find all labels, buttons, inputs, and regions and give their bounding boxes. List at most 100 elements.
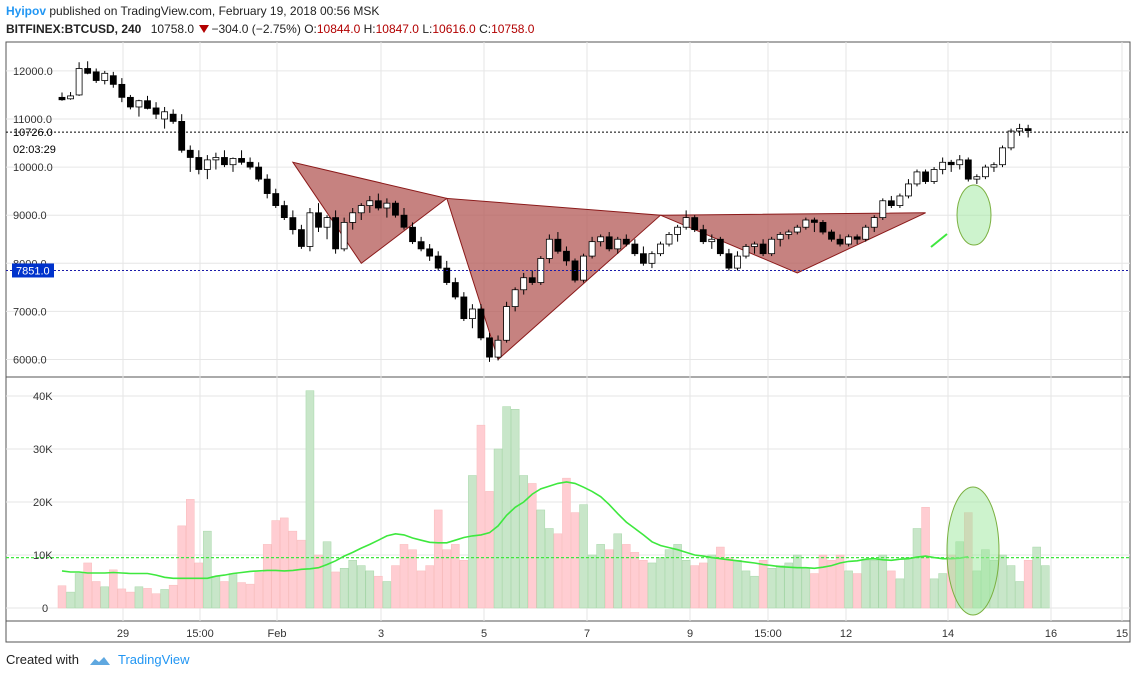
- volume-bar: [852, 573, 862, 609]
- volume-bar: [228, 573, 238, 609]
- candle: [725, 248, 733, 271]
- candle-body: [477, 308, 485, 339]
- candle-body: [109, 75, 117, 85]
- candle: [263, 174, 271, 199]
- candle-body: [853, 236, 861, 240]
- volume-bar: [476, 424, 486, 609]
- candle: [374, 193, 382, 211]
- candle-body: [657, 243, 664, 255]
- candle-body: [289, 217, 297, 231]
- volume-bar: [536, 509, 546, 609]
- volume-bar: [784, 562, 793, 609]
- volume-bar: [690, 565, 699, 609]
- marked-price-label: 7851.0: [16, 265, 50, 277]
- candle: [930, 167, 938, 184]
- candle-body: [802, 219, 810, 228]
- candle-body: [272, 193, 280, 206]
- tradingview-link[interactable]: TradingView: [118, 652, 190, 667]
- candle: [939, 157, 947, 175]
- candle: [999, 145, 1006, 168]
- candle: [332, 210, 340, 254]
- time-axis-tick-label: 7: [584, 628, 590, 640]
- candle: [862, 224, 870, 242]
- candle-body: [956, 159, 964, 166]
- candle: [973, 174, 981, 184]
- volume-bar: [801, 568, 811, 609]
- candle: [75, 62, 83, 96]
- candle-body: [75, 68, 83, 96]
- volume-bar: [177, 525, 186, 609]
- candle: [443, 260, 451, 285]
- candle: [708, 234, 716, 249]
- volume-bar: [656, 557, 665, 609]
- volume-bar: [100, 586, 109, 609]
- candle: [828, 229, 835, 242]
- candle: [109, 71, 117, 88]
- candle: [528, 270, 536, 285]
- volume-axis-tick-label: 40K: [33, 391, 53, 403]
- candle: [956, 155, 964, 170]
- last-price: 10758.0: [150, 22, 195, 36]
- candle: [1016, 123, 1023, 136]
- candle-body: [759, 243, 767, 255]
- time-axis-tick-label: 9: [687, 628, 693, 640]
- author-name[interactable]: Hyipov: [6, 4, 47, 18]
- candle: [323, 215, 331, 240]
- time-axis-tick-label: 29: [117, 628, 129, 640]
- volume-axis-tick-label: 30K: [33, 444, 53, 456]
- candle-body: [349, 212, 357, 223]
- volume-bar: [673, 544, 682, 609]
- candle: [682, 210, 690, 230]
- candle: [349, 207, 357, 230]
- high-value: 10847.0: [375, 22, 419, 36]
- candle-body: [845, 236, 852, 245]
- volume-bar: [262, 544, 272, 609]
- volume-axis-tick-label: 10K: [33, 550, 53, 562]
- volume-bar: [510, 409, 520, 609]
- candle: [913, 169, 921, 187]
- candle: [417, 236, 425, 252]
- candle-body: [682, 217, 690, 228]
- candle-body: [383, 202, 391, 209]
- volume-bar: [895, 578, 905, 609]
- price-axis-tick-label: 9000.0: [13, 210, 47, 222]
- candle-body: [246, 161, 254, 168]
- volume-bar: [425, 565, 434, 609]
- candle: [665, 232, 673, 247]
- volume-bar: [254, 572, 263, 609]
- candle: [640, 246, 647, 266]
- candle-body: [982, 166, 989, 178]
- volume-bar: [878, 554, 888, 609]
- candle: [315, 203, 322, 233]
- volume-bar: [211, 575, 221, 609]
- volume-bar: [835, 554, 845, 609]
- candle: [434, 251, 442, 271]
- volume-bar: [733, 560, 742, 609]
- volume-highlight-ellipse: [946, 486, 1000, 616]
- candle-body: [699, 229, 707, 243]
- volume-bar: [844, 570, 853, 609]
- down-arrow-icon: [199, 25, 210, 33]
- volume-bar: [724, 557, 734, 609]
- candle: [246, 157, 254, 170]
- volume-bar: [750, 575, 759, 609]
- candle: [614, 236, 622, 254]
- candle: [554, 232, 562, 254]
- candle-body: [152, 107, 160, 115]
- candle-body: [306, 212, 314, 247]
- candle: [297, 224, 305, 249]
- candle-body: [186, 149, 194, 158]
- candle: [605, 232, 613, 252]
- candle: [802, 217, 810, 230]
- volume-bar: [459, 560, 469, 609]
- candle-body: [648, 253, 656, 264]
- candle-body: [862, 226, 870, 240]
- volume-bar: [134, 586, 144, 609]
- volume-bar: [681, 560, 691, 609]
- candle-body: [417, 241, 425, 250]
- candle: [460, 292, 468, 322]
- candle-body: [622, 238, 630, 245]
- candle-body: [811, 219, 818, 223]
- candle: [811, 217, 818, 233]
